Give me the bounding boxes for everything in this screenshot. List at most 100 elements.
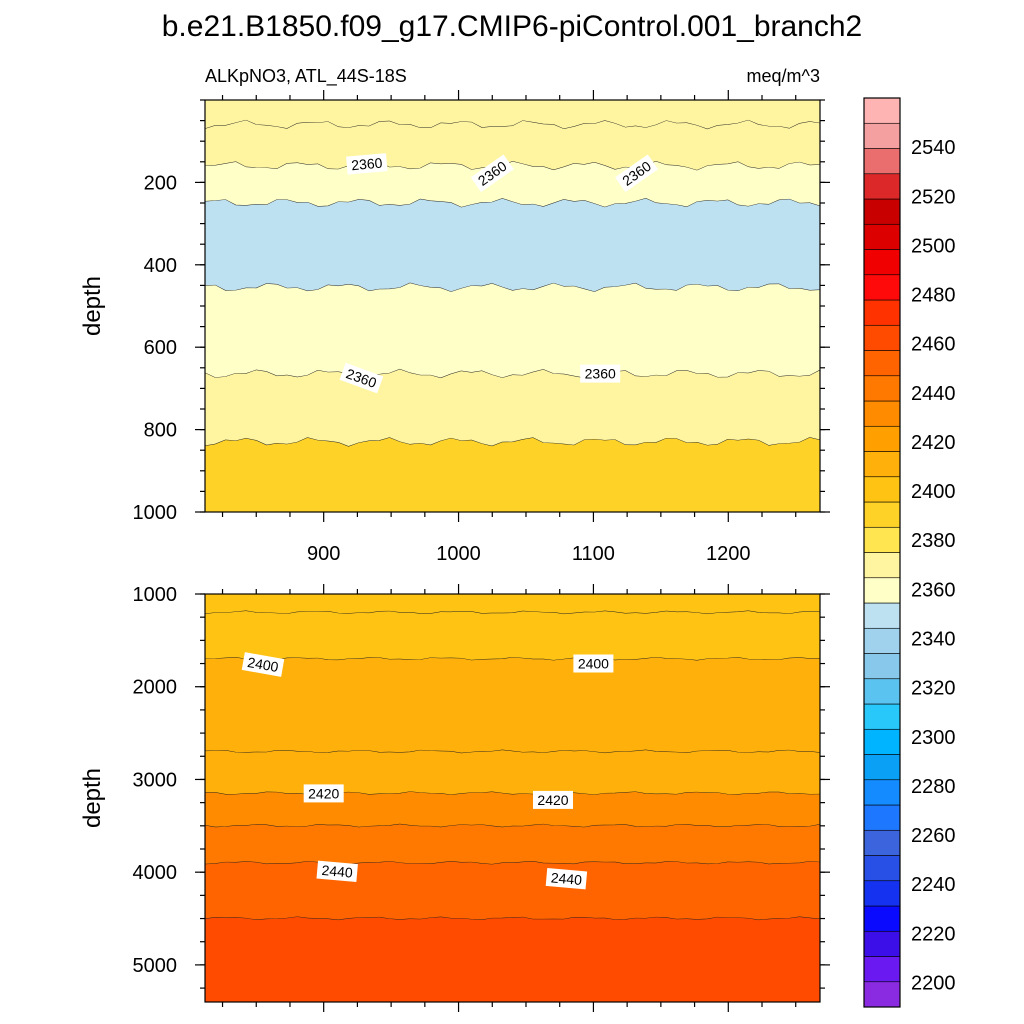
y-tick-label: 3000 [133, 769, 178, 791]
colorbar-cell [863, 451, 901, 478]
y-tick-label: 1000 [133, 502, 178, 524]
contour-label-bg [346, 153, 388, 175]
contour-band [205, 916, 820, 1002]
filled-contours [205, 100, 820, 512]
contour-label-text: 2360 [585, 366, 616, 382]
colorbar-cell [863, 905, 901, 932]
colorbar-label: 2240 [911, 874, 956, 896]
x-tick-label: 1100 [572, 543, 615, 565]
colorbar-label: 2340 [911, 629, 956, 651]
colorbar-cell [863, 577, 901, 604]
plot-frame [204, 593, 821, 1003]
colorbar-cell [863, 223, 901, 250]
colorbar-cell [863, 148, 901, 175]
colorbar-label: 2480 [911, 285, 956, 307]
contour-label-bg [573, 654, 614, 673]
colorbar-cell [863, 880, 901, 907]
filled-contours [205, 594, 820, 1002]
contour-label-text: 2420 [537, 792, 568, 808]
colorbar-cell [863, 198, 901, 225]
colorbar-cell [863, 501, 901, 528]
lower-panel: 2400 2400 2420 2420 2440 2440 1000 2000 3000 4000… [79, 584, 830, 1012]
contour-label-bg [303, 784, 344, 803]
colorbar-label: 2540 [911, 137, 956, 159]
contour-label-text: 2440 [321, 862, 354, 881]
colorbar-cell [863, 703, 901, 730]
contour-label: 2440 [316, 860, 358, 883]
y-tick-label: 800 [144, 420, 177, 442]
contour-label-text: 2400 [246, 654, 280, 675]
variable-subtitle: ALKpNO3, ATL_44S-18S [205, 66, 407, 87]
contour-label-text: 2360 [351, 155, 384, 174]
colorbar-label: 2440 [911, 383, 956, 405]
colorbar-cell [863, 552, 901, 579]
colorbar-cell [863, 173, 901, 200]
y-tick-label: 600 [144, 337, 177, 359]
colorbar-cell [863, 476, 901, 503]
units-subtitle: meq/m^3 [747, 66, 820, 86]
colorbar-label: 2400 [911, 481, 956, 503]
contour-label-bg [580, 364, 621, 383]
colorbar-cell [863, 324, 901, 351]
contour-band [205, 861, 820, 921]
contour-label: 2400 [241, 652, 285, 677]
y-tick-label: 200 [144, 172, 177, 194]
contour-band [205, 824, 820, 865]
colorbar-cell [863, 829, 901, 856]
contour-label-bg [241, 652, 285, 677]
contour-label: 2440 [545, 867, 588, 890]
chart-title: b.e21.B1850.f09_g17.CMIP6-piControl.001_… [162, 10, 863, 43]
colorbar-cell [863, 274, 901, 301]
y-axis-label: depth [79, 768, 106, 828]
contour-label: 2400 [573, 654, 614, 673]
contour-band [205, 198, 820, 292]
colorbar-cell [863, 956, 901, 983]
x-tick-label: 1200 [706, 543, 751, 565]
y-tick-label: 400 [144, 255, 177, 277]
colorbar-label: 2420 [911, 432, 956, 454]
contour-band [205, 750, 820, 795]
colorbar-cell [863, 728, 901, 755]
contour-label: 2360 [580, 364, 621, 383]
contour-label: 2360 [346, 153, 388, 175]
contour-label: 2420 [303, 784, 344, 803]
colorbar-cell [863, 779, 901, 806]
y-tick-label: 5000 [133, 955, 178, 977]
colorbar-label: 2260 [911, 825, 956, 847]
colorbar-cell [863, 400, 901, 427]
contour-label-bg [316, 860, 358, 883]
y-tick-label: 4000 [133, 862, 178, 884]
colorbar-label: 2460 [911, 334, 956, 356]
colorbar-cell [863, 526, 901, 553]
colorbar-label: 2220 [911, 923, 956, 945]
colorbar-cell [863, 804, 901, 831]
colorbar-label: 2200 [911, 972, 956, 994]
contour-label-bg [615, 154, 659, 193]
colorbar-cell [863, 425, 901, 452]
colorbar-frame [863, 97, 901, 1008]
contour-band [205, 657, 820, 754]
contour-band [205, 283, 820, 379]
colorbar-cell [863, 678, 901, 705]
colorbar-cell [863, 930, 901, 957]
contour-band [205, 791, 820, 828]
colorbar-cell [863, 122, 901, 149]
colorbar-cell [863, 97, 901, 124]
colorbar-label: 2280 [911, 776, 956, 798]
colorbar-label: 2380 [911, 530, 956, 552]
colorbar-cell [863, 249, 901, 276]
colorbar-cell [863, 981, 901, 1008]
contour-label-bg [470, 154, 514, 193]
colorbar-cell [863, 299, 901, 326]
colorbar-cell [863, 653, 901, 680]
contour-label-text: 2440 [550, 869, 583, 888]
contour-label-text: 2400 [578, 656, 609, 672]
contour-label-bg [545, 867, 588, 890]
colorbar-label: 2500 [911, 235, 956, 257]
contour-band [205, 437, 820, 512]
contour-label-text: 2420 [308, 785, 339, 801]
colorbar-cell [863, 375, 901, 402]
colorbar-cell [863, 754, 901, 781]
